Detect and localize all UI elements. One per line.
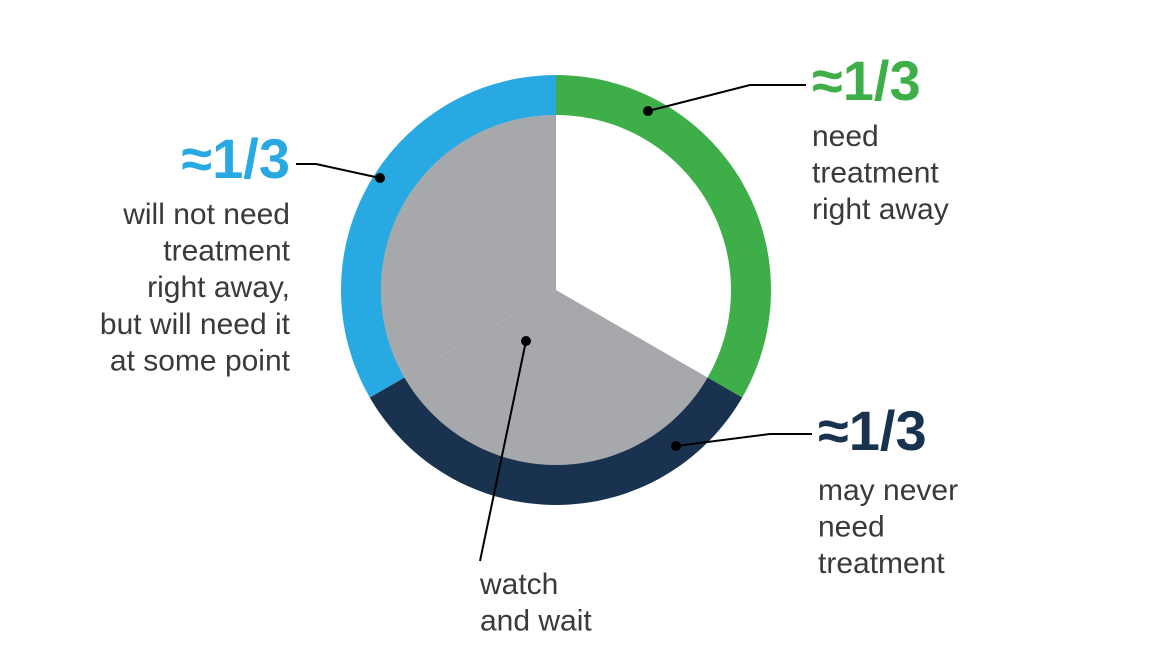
center-label-line-1: and wait — [480, 605, 592, 638]
desc-line-need-now-1: treatment — [812, 157, 939, 190]
desc-line-need-now-2: right away — [812, 193, 949, 226]
desc-line-not-yet-1: treatment — [163, 235, 290, 268]
leader-dot-need-now — [643, 106, 653, 116]
fraction-label-never-need: ≈1/3 — [818, 399, 927, 462]
leader-dot-not-yet — [375, 173, 385, 183]
desc-line-never-need-1: need — [818, 511, 885, 544]
fraction-label-need-now: ≈1/3 — [812, 49, 921, 112]
desc-line-never-need-0: may never — [818, 474, 958, 507]
desc-line-never-need-2: treatment — [818, 547, 945, 580]
center-label-line-0: watch — [479, 568, 558, 601]
desc-line-not-yet-4: at some point — [110, 344, 291, 377]
desc-line-not-yet-3: but will need it — [100, 308, 291, 341]
desc-line-not-yet-2: right away, — [147, 271, 290, 304]
fraction-label-not-yet: ≈1/3 — [181, 127, 290, 190]
desc-line-not-yet-0: will not need — [122, 198, 290, 231]
treatment-thirds-chart: ≈1/3needtreatmentright away≈1/3may never… — [0, 0, 1152, 654]
leader-dot-never-need — [671, 441, 681, 451]
leader-dot-center — [521, 336, 531, 346]
desc-line-need-now-0: need — [812, 120, 879, 153]
